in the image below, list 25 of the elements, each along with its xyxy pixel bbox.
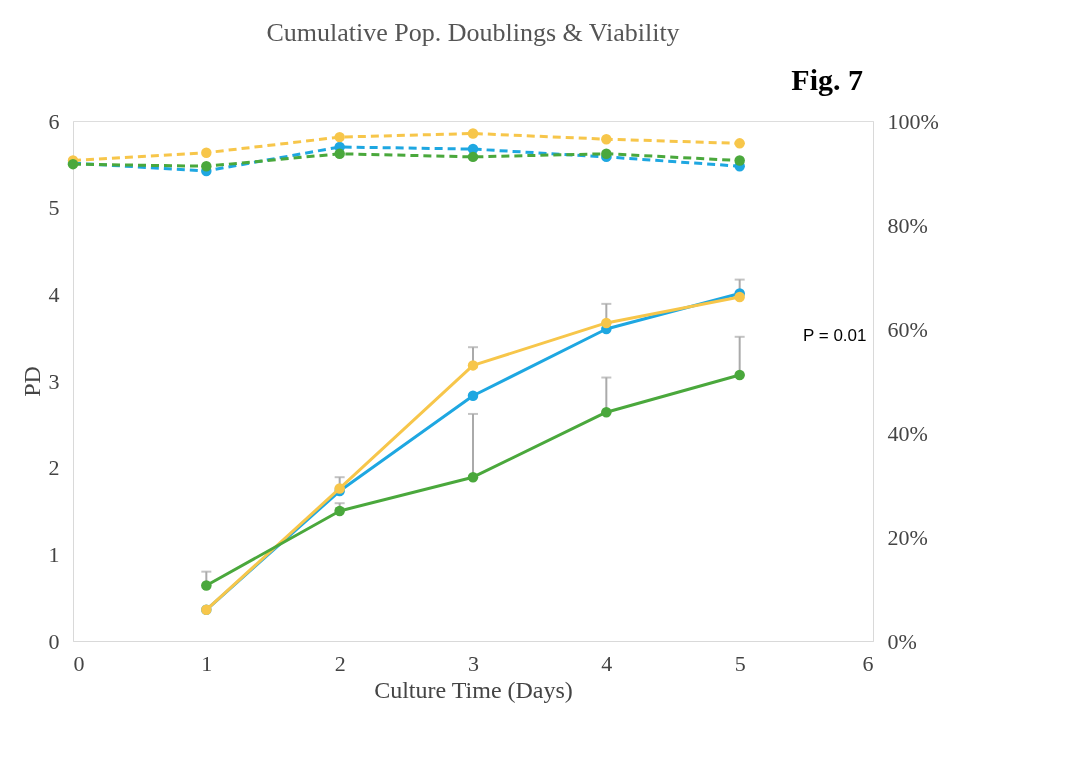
y-tick-label: 1 xyxy=(48,541,60,567)
x-tick-label: 0 xyxy=(73,650,85,676)
y2-tick-label: 0% xyxy=(887,628,917,654)
y-tick-label: 5 xyxy=(48,195,60,221)
x-tick-label: 2 xyxy=(334,650,346,676)
x-tick-label: 4 xyxy=(601,650,613,676)
y2-tick-label: 100% xyxy=(887,108,939,134)
y2-tick-label: 20% xyxy=(887,524,928,550)
x-tick-label: 6 xyxy=(862,650,874,676)
annotation: P = 0.01 xyxy=(803,326,867,345)
caption: Fig. 7 xyxy=(791,63,863,96)
x-axis-title: Culture Time (Days) xyxy=(374,676,573,703)
x-tick-label: 5 xyxy=(734,650,746,676)
y-axis-title: PD xyxy=(18,366,45,397)
y-tick-label: 0 xyxy=(48,628,60,654)
y2-tick-label: 60% xyxy=(887,316,928,342)
x-tick-label: 1 xyxy=(201,650,213,676)
y2-tick-label: 40% xyxy=(887,420,928,446)
y-tick-label: 4 xyxy=(48,281,60,307)
chart-title: Cumulative Pop. Doublings & Viability xyxy=(266,18,680,47)
y-tick-label: 3 xyxy=(48,368,60,394)
x-tick-label: 3 xyxy=(468,650,479,676)
y-tick-label: 6 xyxy=(48,108,60,134)
y-tick-label: 2 xyxy=(48,455,60,481)
y2-tick-label: 80% xyxy=(887,212,928,238)
